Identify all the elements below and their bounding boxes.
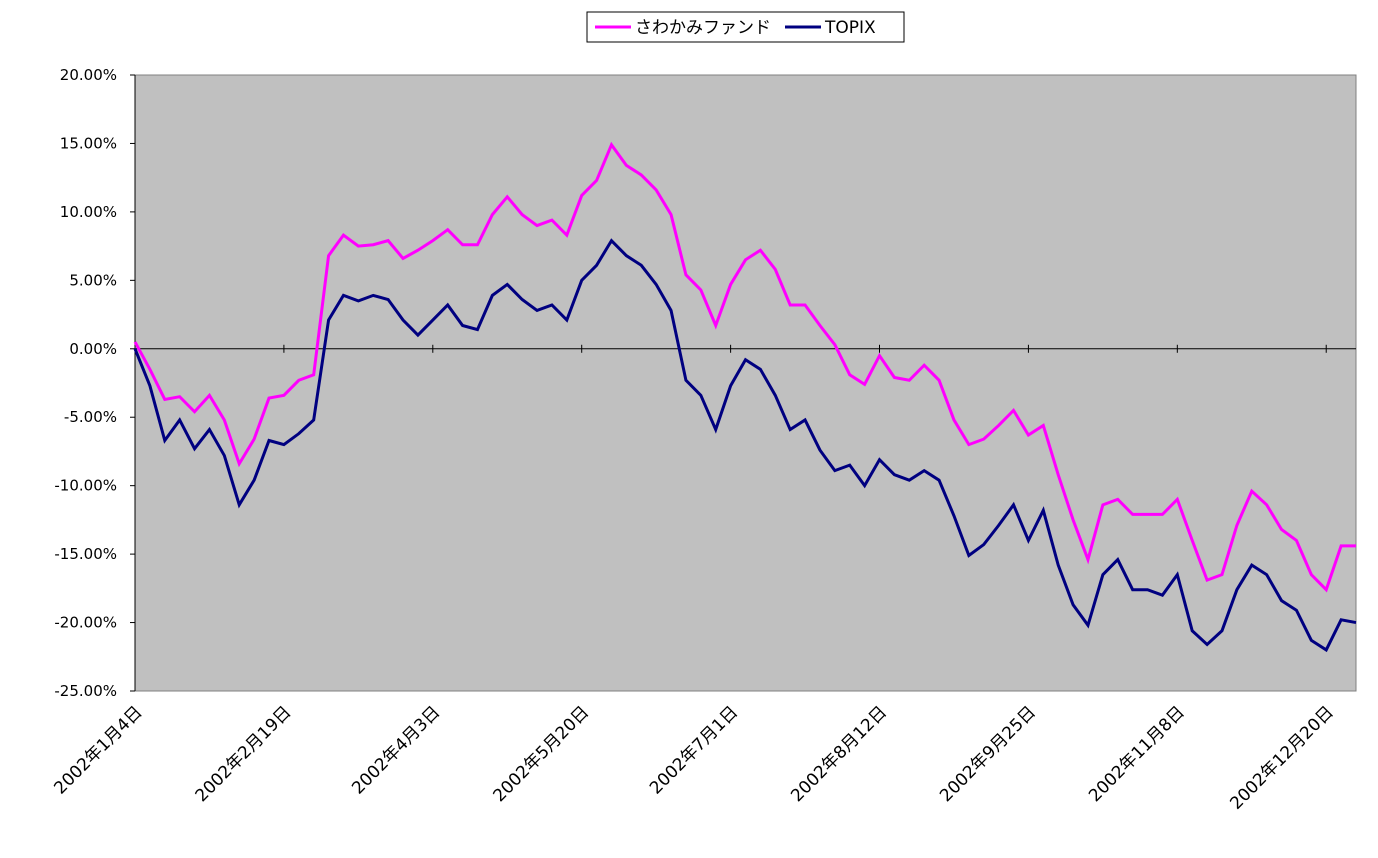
x-tick-label: 2002年12月20日 [1226, 702, 1337, 813]
y-tick-label: -10.00% [54, 477, 117, 495]
y-tick-label: 20.00% [60, 66, 117, 84]
y-tick-label: 15.00% [60, 134, 117, 152]
y-tick-label: -5.00% [64, 408, 117, 426]
x-tick-label: 2002年11月8日 [1085, 702, 1189, 806]
series-line [133, 238, 1357, 653]
y-tick-label: -20.00% [54, 614, 117, 632]
x-tick-label: 2002年9月25日 [936, 702, 1040, 806]
y-tick-label: 5.00% [69, 271, 117, 289]
y-tick-label: 10.00% [60, 203, 117, 221]
x-tick-label: 2002年8月12日 [787, 702, 891, 806]
legend-label: さわかみファンド [635, 18, 771, 38]
x-tick-label: 2002年4月3日 [348, 702, 444, 798]
legend-box [586, 11, 905, 43]
y-tick-label: -15.00% [54, 545, 117, 563]
x-tick-label: 2002年2月19日 [192, 702, 296, 806]
y-tick-label: 0.00% [69, 340, 117, 358]
x-tick-label: 2002年7月1日 [646, 702, 742, 798]
legend-label: TOPIX [824, 18, 876, 38]
y-tick-label: -25.00% [54, 682, 117, 700]
series-line [133, 141, 1356, 593]
plot-area [134, 74, 1357, 692]
x-tick-label: 2002年5月20日 [489, 702, 593, 806]
x-tick-label: 2002年1月4日 [50, 702, 146, 798]
